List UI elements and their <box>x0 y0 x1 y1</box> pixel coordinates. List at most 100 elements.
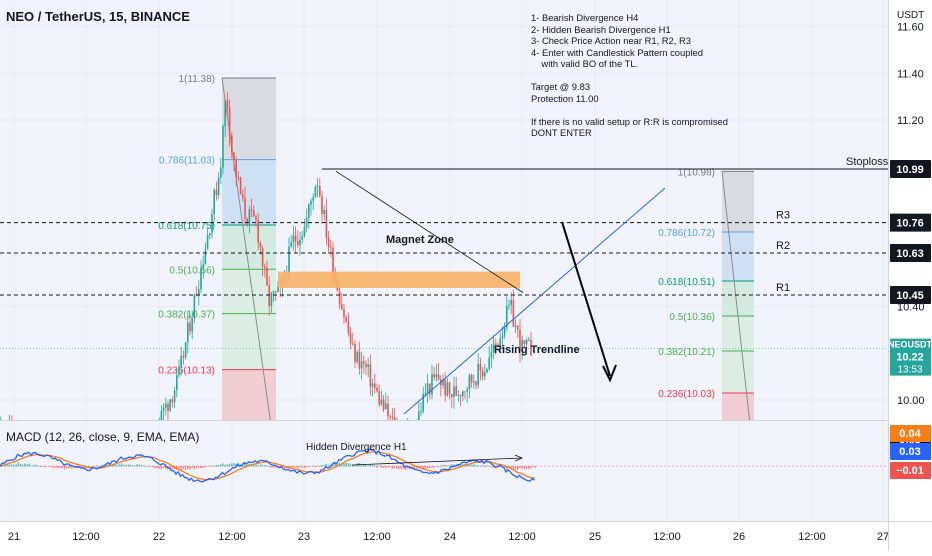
macd-histogram-bar <box>261 464 264 467</box>
macd-histogram-bar <box>297 466 299 469</box>
candle-body <box>226 100 229 107</box>
price-axis[interactable]: USDT 11.60 11.40 11.20 10.40 10.00 10.99 10.76 1… <box>888 0 932 521</box>
candle-body <box>316 186 319 188</box>
macd-histogram-bar <box>30 465 33 467</box>
projection-arrow[interactable] <box>561 221 611 377</box>
candle-body <box>367 364 369 368</box>
candle-body <box>292 235 295 243</box>
divergence-line[interactable] <box>351 457 523 466</box>
candle-body <box>380 399 383 405</box>
macd-histogram-bar <box>127 464 129 467</box>
macd-histogram-bar <box>44 466 46 468</box>
macd-histogram-bar <box>154 466 156 469</box>
macd-histogram-bar <box>519 466 521 469</box>
time-axis-scale[interactable]: 21 12:00 22 12:00 23 12:00 24 12:00 25 12:00 26 12:… <box>0 522 889 551</box>
candle-body <box>321 196 323 215</box>
candle-body <box>448 382 451 395</box>
macd-histogram-bar <box>107 463 110 467</box>
fib-level-label: 0.5(10.36) <box>669 312 715 323</box>
macd-histogram-bar <box>246 464 248 467</box>
currency-label: USDT <box>897 10 924 21</box>
macd-histogram-bar <box>305 466 308 468</box>
r3-label: R3 <box>776 210 790 222</box>
macd-histogram-bar <box>444 464 446 467</box>
price-chart-pane[interactable]: 1(11.38) 0.786(11.03) 0.618(10.75) 0.5(10.5… <box>0 0 888 420</box>
candle-body <box>429 383 431 395</box>
macd-title[interactable]: MACD (12, 26, close, 9, EMA, EMA) <box>6 430 200 444</box>
r3-badge[interactable] <box>890 213 931 232</box>
macd-histogram-bar <box>81 466 83 469</box>
candle-body <box>310 200 312 205</box>
macd-histogram-bar <box>433 466 435 468</box>
macd-histogram-bar <box>484 466 486 468</box>
macd-histogram-bar <box>169 466 171 470</box>
arrow-head-icon <box>602 364 617 383</box>
time-axis[interactable]: 21 12:00 22 12:00 23 12:00 24 12:00 25 12:00 26 12:… <box>0 521 889 551</box>
candle-body <box>369 364 372 387</box>
macd-histogram-bar <box>301 466 303 468</box>
candle-body <box>528 339 530 341</box>
macd-histogram-bar <box>235 463 237 467</box>
fib-level-label: 0.786(10.72) <box>658 228 715 239</box>
magnet-zone[interactable] <box>278 271 520 288</box>
r1-label: R1 <box>776 282 790 294</box>
candle-body <box>195 295 198 297</box>
candle-body <box>332 247 334 275</box>
candle-body <box>341 304 343 310</box>
candle-body <box>176 375 178 391</box>
macd-histogram-bar <box>231 463 233 467</box>
macd-histogram-bar <box>184 466 187 470</box>
macd-histogram-bar <box>96 466 99 467</box>
candle-body <box>198 289 200 296</box>
macd-pane[interactable]: Hidden Divergence H1 <box>0 421 888 521</box>
stoploss-badge[interactable] <box>890 159 931 178</box>
price-tick-label: 11.60 <box>897 22 924 34</box>
macd-histogram-bar <box>160 466 162 470</box>
candle-body <box>275 291 277 293</box>
candle-body <box>473 381 475 383</box>
macd-histogram-bar <box>162 466 165 468</box>
candle-body <box>424 393 427 395</box>
macd-histogram-bar <box>8 464 11 467</box>
rising-trendline[interactable] <box>403 187 666 415</box>
macd-histogram-bar <box>492 466 495 468</box>
candle-body <box>231 135 233 153</box>
macd-histogram-bar <box>151 466 154 467</box>
fib-trend-line <box>721 171 751 420</box>
macd-histogram-bar <box>48 466 50 467</box>
symbol-title[interactable]: NEO / TetherUS, 15, BINANCE <box>6 9 190 24</box>
pane-separator[interactable] <box>0 420 932 421</box>
macd-histogram-bar <box>363 464 365 467</box>
current-symbol-text: NEOUSDT <box>889 340 932 350</box>
candle-body <box>484 372 486 377</box>
current-price-badge[interactable] <box>890 338 931 376</box>
macd-histogram-bar <box>116 465 118 467</box>
macd-histogram-bar <box>475 465 477 467</box>
macd-histogram-bar <box>226 464 228 467</box>
r2-badge-text: 10.63 <box>896 248 924 260</box>
candle-body <box>191 318 193 332</box>
candle-body <box>301 236 303 240</box>
macd-histogram-bar <box>323 465 325 467</box>
macd-histogram-bar <box>138 464 140 467</box>
candle-body <box>268 285 270 307</box>
fib-level-label: 0.618(10.51) <box>658 277 715 288</box>
macd-histogram-bar <box>314 466 316 468</box>
macd-chart[interactable]: Hidden Divergence H1 <box>0 421 888 521</box>
r1-badge[interactable] <box>890 285 931 304</box>
candle-body <box>305 217 308 228</box>
candle-body <box>371 383 374 387</box>
macd-histogram-bar <box>321 464 323 467</box>
candle-body <box>363 361 365 364</box>
time-tick-label: 24 <box>444 531 456 543</box>
candle-body <box>495 343 497 345</box>
r2-badge[interactable] <box>890 243 931 262</box>
macd-value-text: 0.04 <box>899 428 921 440</box>
fib-zone <box>722 350 754 393</box>
price-chart[interactable]: 1(11.38) 0.786(11.03) 0.618(10.75) 0.5(10.5… <box>0 0 888 420</box>
candle-body <box>426 383 429 394</box>
fib-retracement-right[interactable]: 1(10.98) 0.786(10.72) 0.618(10.51) 0.5(10.3… <box>658 167 754 420</box>
descending-trendline[interactable] <box>335 170 524 293</box>
macd-histogram-bar <box>114 464 116 467</box>
